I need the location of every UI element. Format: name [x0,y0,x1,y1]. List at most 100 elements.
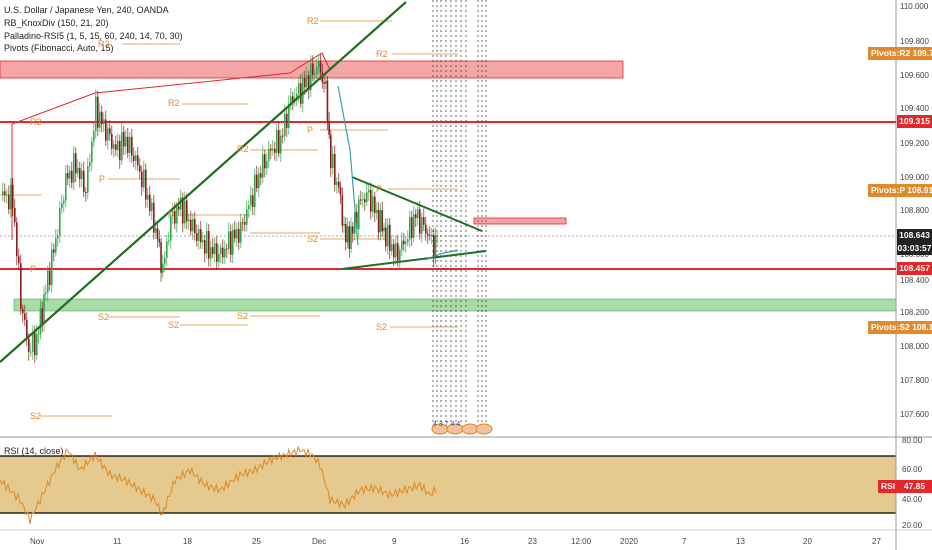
candle-body[interactable] [20,263,22,309]
candle-body[interactable] [258,173,260,189]
candle-body[interactable] [272,148,274,151]
candle-body[interactable] [73,153,75,183]
candle-body[interactable] [89,162,91,166]
candle-body[interactable] [376,209,378,213]
support-zone[interactable] [13,298,897,312]
pivot-s2-tag[interactable]: Pivots:S2 108.111 [868,321,932,334]
candle-body[interactable] [391,244,393,251]
candle-body[interactable] [69,170,71,179]
candle-body[interactable] [343,223,345,226]
candle-body[interactable] [117,140,119,151]
candle-body[interactable] [405,241,407,245]
candle-body[interactable] [332,153,334,169]
candle-body[interactable] [208,231,210,259]
candle-body[interactable] [85,192,87,194]
candle-body[interactable] [431,234,433,236]
candle-body[interactable] [336,181,338,185]
candle-body[interactable] [250,195,252,206]
candle-body[interactable] [194,219,196,234]
candle-body[interactable] [325,80,327,85]
candle-body[interactable] [338,181,340,188]
candle-body[interactable] [383,227,385,232]
pivot-p-tag[interactable]: Pivots:P 108.914 [868,184,932,197]
candle-body[interactable] [39,308,42,334]
candle-body[interactable] [427,233,429,236]
candle-body[interactable] [366,192,368,203]
candle-body[interactable] [12,184,14,208]
candle-body[interactable] [397,243,399,261]
candle-body[interactable] [186,200,188,222]
candle-body[interactable] [158,239,161,243]
candle-body[interactable] [393,244,395,258]
candle-body[interactable] [8,194,10,210]
candle-body[interactable] [71,170,73,183]
candle-body[interactable] [53,249,55,253]
candle-body[interactable] [429,235,431,237]
candle-body[interactable] [354,212,356,234]
candle-body[interactable] [57,235,59,239]
candle-body[interactable] [381,210,383,232]
candle-body[interactable] [10,184,12,210]
candle-body[interactable] [306,75,308,88]
candle-body[interactable] [143,169,145,188]
candle-body[interactable] [43,293,45,325]
candle-body[interactable] [97,96,99,128]
candle-body[interactable] [26,319,28,339]
candle-body[interactable] [328,120,330,135]
candle-body[interactable] [334,153,336,185]
candle-body[interactable] [77,168,79,174]
candle-body[interactable] [170,216,172,241]
candle-body[interactable] [274,148,276,153]
candle-body[interactable] [198,229,200,242]
rsi-line[interactable] [0,445,437,524]
candle-body[interactable] [362,199,364,201]
candle-body[interactable] [125,136,127,147]
candle-body[interactable] [123,132,125,147]
candle-body[interactable] [395,243,397,258]
candle-body[interactable] [234,229,236,239]
candle-body[interactable] [266,161,268,169]
candle-body[interactable] [166,241,168,258]
candle-body[interactable] [352,226,354,234]
candle-body[interactable] [348,226,351,249]
candle-body[interactable] [79,168,81,179]
candle-body[interactable] [121,132,123,161]
candle-body[interactable] [246,209,248,225]
candle-body[interactable] [105,119,107,141]
candle-body[interactable] [236,228,238,239]
candle-body[interactable] [341,195,344,226]
candle-body[interactable] [127,136,129,154]
candle-body[interactable] [135,155,137,161]
candle-body[interactable] [312,63,314,75]
candle-body[interactable] [370,189,372,212]
candle-body[interactable] [49,270,51,285]
candle-body[interactable] [95,96,97,132]
candle-body[interactable] [403,240,405,245]
candle-body[interactable] [276,130,278,153]
candle-body[interactable] [226,248,228,250]
candle-body[interactable] [252,195,254,208]
support-price-tag[interactable]: 108.457 [897,262,932,275]
candle-body[interactable] [387,224,389,247]
candle-body[interactable] [81,170,83,179]
candle-body[interactable] [22,308,24,314]
triangle-lower-line[interactable] [341,250,487,270]
candle-body[interactable] [268,148,270,162]
candle-body[interactable] [254,174,256,208]
indicator-knoxdiv[interactable]: RB_KnoxDiv (150, 21, 20) [4,18,109,28]
candle-body[interactable] [345,223,347,243]
candle-body[interactable] [298,83,300,94]
candle-body[interactable] [284,113,286,136]
rsi-value-tag[interactable]: 47.85 [897,480,932,493]
candle-body[interactable] [292,96,294,102]
candle-body[interactable] [93,131,95,142]
candle-body[interactable] [346,226,349,243]
rsi-label[interactable]: RSI (14, close) [4,446,64,456]
candle-body[interactable] [421,217,423,234]
candle-body[interactable] [339,187,342,196]
candle-body[interactable] [155,228,157,233]
candle-body[interactable] [16,222,18,257]
candle-body[interactable] [264,154,266,169]
candle-body[interactable] [214,243,216,254]
